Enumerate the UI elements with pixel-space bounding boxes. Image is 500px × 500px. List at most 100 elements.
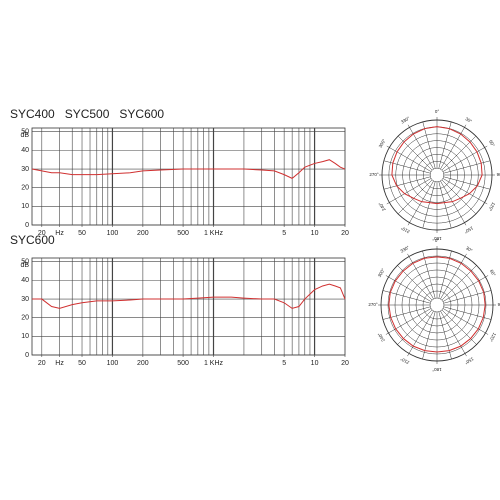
angle-tick <box>407 222 410 226</box>
angle-label: 210° <box>399 356 410 365</box>
polar-spoke <box>382 290 431 304</box>
x-tick-label: 5 <box>282 230 286 237</box>
y-tick-label: 50 <box>21 259 29 266</box>
polar-spoke <box>442 178 485 203</box>
angle-label: 120° <box>487 201 496 212</box>
x-tick-label: 10 <box>311 230 319 237</box>
y-tick-label: 30 <box>21 296 29 303</box>
angle-label: 330° <box>400 245 411 254</box>
plot-frame <box>31 127 346 226</box>
y-tick-label: 10 <box>21 333 29 340</box>
x-tick-label: 5 <box>282 360 286 367</box>
angle-tick <box>485 332 489 335</box>
x-tick-label: 1 KHz <box>204 230 224 237</box>
angle-tick <box>407 253 410 257</box>
y-axis-label: dB <box>20 262 29 269</box>
x-tick-label: Hz <box>55 230 64 237</box>
angle-tick <box>385 275 389 278</box>
y-tick-label: 20 <box>21 185 29 192</box>
polar-pattern <box>388 256 486 353</box>
y-tick-label: 40 <box>21 277 29 284</box>
angle-label: 0° <box>435 109 440 114</box>
angle-label: 180° <box>432 236 442 241</box>
polar-pattern <box>391 126 483 205</box>
chart-title: SYC400 SYC500 SYC600 <box>10 107 164 121</box>
angle-label: 150° <box>463 225 474 234</box>
x-tick-label: 20 <box>38 230 46 237</box>
x-tick-label: 20 <box>341 360 349 367</box>
angle-label: 180° <box>432 367 442 372</box>
angle-tick <box>407 353 410 357</box>
angle-tick <box>464 253 467 257</box>
polar-spoke <box>383 176 431 190</box>
polar-spoke <box>397 265 433 301</box>
angle-tick <box>407 124 410 128</box>
polar-spoke <box>422 121 436 169</box>
angle-tick <box>386 202 390 205</box>
polar-spoke <box>397 135 433 171</box>
angle-label: 210° <box>400 225 411 234</box>
x-tick-label: 10 <box>311 360 319 367</box>
x-tick-label: Hz <box>55 360 64 367</box>
polar-spoke <box>443 290 492 304</box>
polar-spoke <box>397 309 433 345</box>
polar-spoke <box>438 181 452 229</box>
y-tick-label: 0 <box>25 222 29 229</box>
angle-label: 120° <box>488 332 497 343</box>
polar-spoke <box>422 181 436 229</box>
x-tick-label: 500 <box>177 360 189 367</box>
angle-label: 90° <box>497 172 500 177</box>
angle-tick <box>464 124 467 128</box>
polar-spoke <box>441 309 477 345</box>
x-tick-label: 200 <box>137 360 149 367</box>
polar-spoke <box>422 250 436 299</box>
angle-label: 300° <box>377 267 386 278</box>
x-tick-label: 100 <box>107 230 119 237</box>
polar-spoke <box>438 121 452 169</box>
y-axis-label: dB <box>20 132 29 139</box>
angle-label: 240° <box>377 332 386 343</box>
angle-label: 60° <box>489 269 497 278</box>
angle-label: 30° <box>464 116 473 124</box>
response-line <box>31 159 346 179</box>
angle-label: 0° <box>435 238 440 243</box>
angle-label: 300° <box>378 138 387 149</box>
angle-tick <box>485 275 489 278</box>
angle-tick <box>464 353 467 357</box>
x-tick-label: 20 <box>341 230 349 237</box>
polar-spoke <box>422 311 436 360</box>
y-tick-label: 30 <box>21 166 29 173</box>
y-tick-label: 20 <box>21 315 29 322</box>
y-tick-label: 50 <box>21 129 29 136</box>
x-tick-label: 200 <box>137 230 149 237</box>
polar-spoke <box>438 311 452 360</box>
angle-label: 270° <box>369 172 379 177</box>
x-tick-label: 1 KHz <box>204 360 224 367</box>
polar-spoke <box>438 250 452 299</box>
polar-spoke <box>441 179 477 215</box>
polar-spoke <box>383 160 431 174</box>
angle-label: 30° <box>465 245 474 253</box>
x-tick-label: 20 <box>38 360 46 367</box>
angle-tick <box>385 332 389 335</box>
angle-label: 240° <box>378 201 387 212</box>
angle-label: 60° <box>488 139 496 148</box>
y-tick-label: 0 <box>25 352 29 359</box>
angle-tick <box>386 145 390 148</box>
polar-spoke <box>397 179 433 215</box>
x-tick-label: 500 <box>177 230 189 237</box>
angle-label: 150° <box>464 356 475 365</box>
angle-tick <box>484 145 488 148</box>
polar-ring <box>429 167 445 183</box>
x-tick-label: 50 <box>78 360 86 367</box>
y-tick-label: 10 <box>21 203 29 210</box>
polar-spoke <box>441 135 477 171</box>
angle-label: 270° <box>368 302 378 307</box>
polar-spoke <box>389 147 432 172</box>
polar-spoke <box>443 160 491 174</box>
x-tick-label: 100 <box>107 360 119 367</box>
response-line <box>32 283 346 309</box>
polar-spoke <box>443 176 491 190</box>
angle-tick <box>484 202 488 205</box>
